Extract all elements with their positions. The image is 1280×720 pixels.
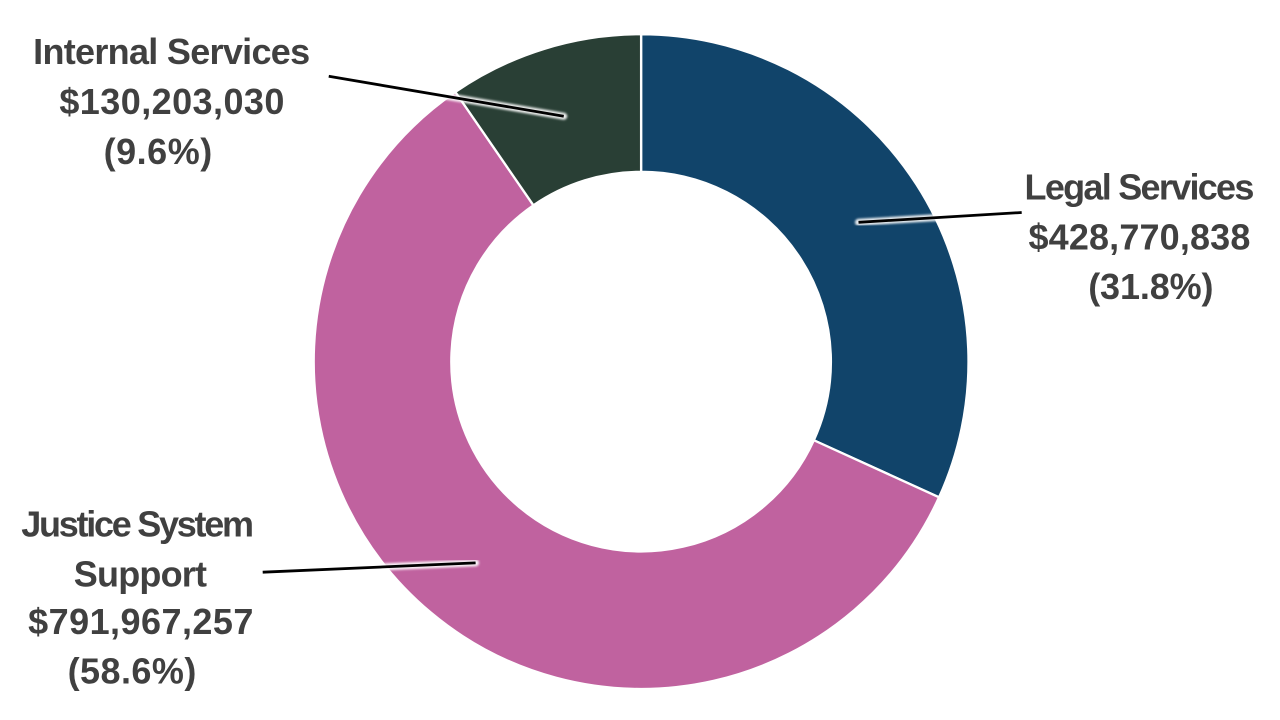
svg-text:Justice System: Justice System	[21, 504, 252, 545]
svg-text:(58.6%): (58.6%)	[68, 651, 197, 692]
svg-text:$130,203,030: $130,203,030	[59, 81, 285, 122]
svg-text:Legal Services: Legal Services	[1025, 166, 1254, 207]
svg-text:(31.8%): (31.8%)	[1088, 266, 1213, 307]
svg-text:$428,770,838: $428,770,838	[1028, 216, 1250, 257]
svg-text:Internal Services: Internal Services	[33, 31, 309, 72]
svg-text:$791,967,257: $791,967,257	[28, 601, 254, 642]
svg-text:Support: Support	[74, 553, 207, 594]
svg-text:(9.6%): (9.6%)	[104, 131, 213, 172]
